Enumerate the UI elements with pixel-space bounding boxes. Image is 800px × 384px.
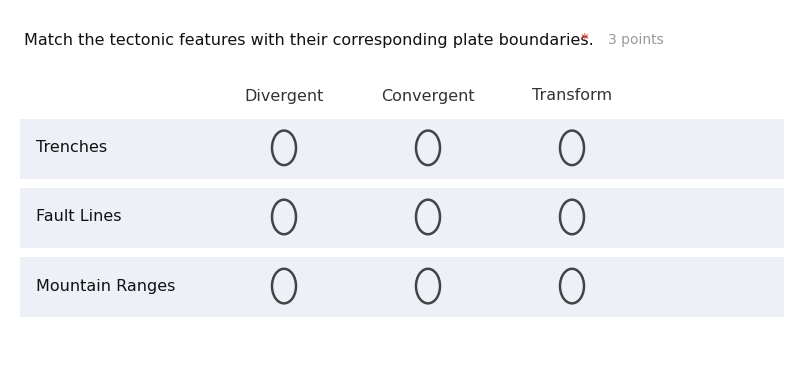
Text: 3 points: 3 points: [608, 33, 664, 46]
Text: Trenches: Trenches: [36, 140, 107, 156]
Text: Divergent: Divergent: [244, 88, 324, 104]
Text: Fault Lines: Fault Lines: [36, 209, 122, 225]
Text: Convergent: Convergent: [381, 88, 475, 104]
Text: Transform: Transform: [532, 88, 612, 104]
Text: Mountain Ranges: Mountain Ranges: [36, 278, 175, 294]
Text: Match the tectonic features with their corresponding plate boundaries.: Match the tectonic features with their c…: [24, 33, 594, 48]
Text: *: *: [581, 33, 589, 48]
